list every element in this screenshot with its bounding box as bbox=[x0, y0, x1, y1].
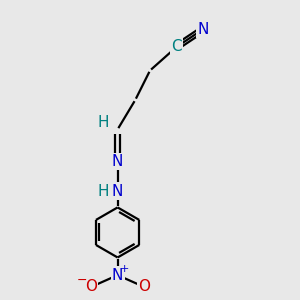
Text: N: N bbox=[112, 268, 123, 283]
Text: +: + bbox=[119, 264, 129, 274]
Text: H: H bbox=[97, 184, 109, 199]
Text: N: N bbox=[112, 184, 123, 199]
Text: N: N bbox=[112, 154, 123, 169]
Text: N: N bbox=[197, 22, 209, 37]
Text: O: O bbox=[138, 279, 150, 294]
Text: H: H bbox=[97, 115, 109, 130]
Text: C: C bbox=[171, 39, 182, 54]
Text: O: O bbox=[85, 279, 97, 294]
Text: −: − bbox=[77, 274, 88, 287]
